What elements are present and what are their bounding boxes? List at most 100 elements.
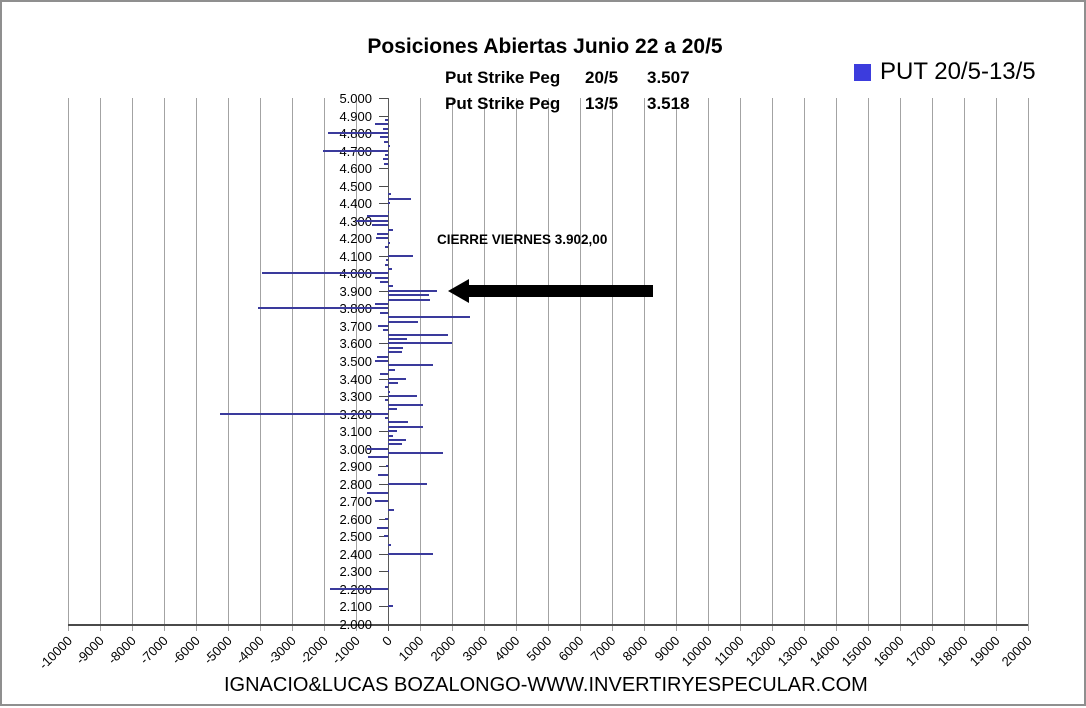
bar [376,237,388,240]
x-tick-label: 20000 [998,633,1035,670]
gridline [452,98,453,631]
y-tick-label: 4.500 [339,178,372,194]
y-axis-tick [379,553,388,555]
bar [356,219,388,222]
x-tick-label: -2000 [296,633,331,668]
y-axis-tick [379,518,388,520]
x-tick-label: -9000 [72,633,107,668]
y-tick-label: 3.900 [339,283,372,299]
bar [384,162,388,165]
gridline [804,98,805,631]
subtitle-value: 3.507 [647,68,690,87]
subtitle-date: 20/5 [585,68,619,87]
bar [372,224,388,227]
y-tick-label: 3.300 [339,389,372,405]
y-tick-label: 4.100 [339,248,372,264]
bar [376,232,388,235]
bar [388,452,444,455]
bar [388,298,430,301]
y-axis-tick [379,203,388,205]
y-tick-label: 3.100 [339,424,372,440]
y-axis-tick [379,396,388,398]
bar [388,395,417,398]
bar [388,210,389,213]
y-tick-label: 4.300 [312,215,372,228]
bar [388,193,392,196]
bar [388,241,390,244]
bar [386,465,388,468]
gridline [580,98,581,631]
y-tick-label: 5.000 [339,91,372,106]
gridline [868,98,869,631]
x-tick-label: 5000 [523,633,555,665]
y-tick-label: 2.100 [339,599,372,615]
x-tick-label: 10000 [678,633,715,670]
bar [388,351,403,354]
gridline [612,98,613,631]
x-tick-label: 18000 [934,633,971,670]
y-axis-tick [379,290,388,292]
y-axis-tick [379,571,388,573]
bar [388,390,390,393]
y-tick-label: 2.300 [339,564,372,580]
x-tick-label: 4000 [491,633,523,665]
bar [388,346,404,349]
bar [388,197,411,200]
x-axis-line [68,624,1028,626]
bar [384,140,388,143]
gridline [324,98,325,631]
bar [323,149,388,152]
x-tick-label: 3000 [459,633,491,665]
bar [382,158,388,161]
y-axis-tick [379,378,388,380]
gridline [228,98,229,631]
x-tick-label: 0 [378,633,395,649]
gridline [900,98,901,631]
gridline [260,98,261,631]
gridline [1028,98,1029,631]
bar [388,316,470,319]
y-axis-tick [379,255,388,257]
bar [374,303,388,306]
gridline [708,98,709,631]
subtitle-row-2: Put Strike Peg 13/5 3.518 [445,94,707,114]
bar [384,263,388,266]
gridline [132,98,133,631]
x-tick-label: -10000 [35,633,75,673]
bar [388,544,391,547]
y-axis-tick [379,606,388,608]
bar [368,456,388,459]
subtitle-value: 3.518 [647,94,690,113]
x-tick-label: 15000 [838,633,875,670]
y-axis-tick [379,343,388,345]
y-tick-label: 2.700 [339,494,372,510]
x-tick-label: 2000 [427,633,459,665]
gridline [644,98,645,631]
gridline [932,98,933,631]
bar [388,605,393,608]
y-axis-tick [379,624,388,625]
bar [388,430,397,433]
bar [388,434,394,437]
subtitle-row-1: Put Strike Peg 20/5 3.507 [445,68,707,88]
bar [380,136,388,139]
x-tick-label: -4000 [232,633,267,668]
gridline [516,98,517,631]
bar [388,443,402,446]
bar [384,535,388,538]
bar [385,416,388,419]
y-tick-label: 4.900 [339,108,372,124]
x-tick-label: 13000 [774,633,811,670]
bar [380,281,388,284]
legend-label: PUT 20/5-13/5 [880,58,1036,85]
bar [376,355,388,358]
bar [388,267,392,270]
x-tick-label: 1000 [395,633,427,665]
x-tick-label: 12000 [742,633,779,670]
arrow-left-icon [448,279,469,303]
bar [375,276,388,279]
y-tick-label: 2.600 [339,511,372,527]
gridline [996,98,997,631]
gridline [740,98,741,631]
